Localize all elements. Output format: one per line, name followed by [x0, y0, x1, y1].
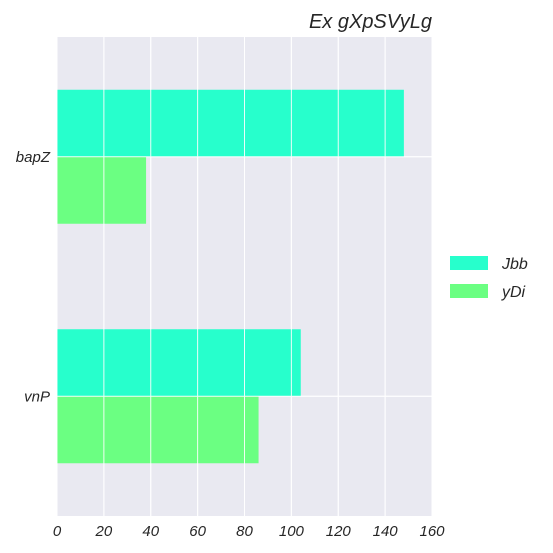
x-tick-label: 160 — [419, 523, 445, 540]
bar-jbb-bapz — [57, 89, 404, 157]
x-tick-label: 20 — [95, 523, 113, 540]
x-tick-label: 100 — [279, 523, 305, 540]
legend-swatch-jbb — [450, 256, 488, 270]
legend-swatch-ydi — [450, 284, 488, 298]
x-tick-label: 80 — [236, 523, 253, 540]
x-tick-label: 120 — [326, 523, 352, 540]
chart-title: Ex gXpSVyLg — [309, 11, 432, 33]
y-tick-label: bapZ — [16, 149, 51, 166]
x-tick-label: 60 — [189, 523, 206, 540]
bar-ydi-bapz — [57, 156, 147, 224]
y-tick-label: vnP — [24, 388, 50, 405]
legend: Jbb yDi — [450, 256, 528, 301]
bars — [57, 89, 404, 464]
x-tick-label: 140 — [373, 523, 399, 540]
legend-label-ydi: yDi — [501, 284, 526, 301]
x-tick-label: 40 — [142, 523, 159, 540]
grid-lines-overlay — [56, 37, 433, 516]
x-tick-label: 0 — [53, 523, 62, 540]
bar-ydi-vnp — [57, 396, 259, 464]
x-axis-ticks: 0 20 40 60 80 100 120 140 160 — [53, 523, 445, 540]
legend-label-jbb: Jbb — [501, 256, 528, 273]
bar-jbb-vnp — [57, 329, 301, 397]
y-axis-ticks: bapZ vnP — [16, 149, 51, 406]
